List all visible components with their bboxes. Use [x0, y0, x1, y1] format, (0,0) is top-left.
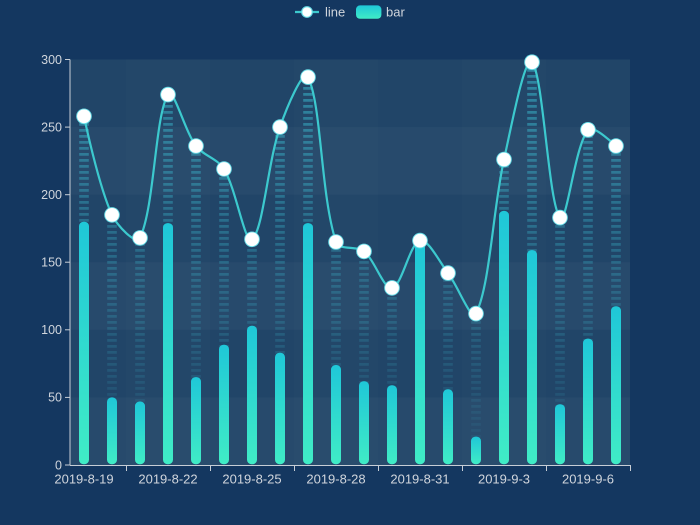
- svg-text:bar: bar: [386, 5, 405, 20]
- svg-text:2019-9-3: 2019-9-3: [478, 472, 530, 487]
- svg-text:2019-8-25: 2019-8-25: [222, 472, 281, 487]
- svg-text:150: 150: [41, 256, 62, 270]
- svg-text:2019-8-28: 2019-8-28: [306, 472, 365, 487]
- svg-text:2019-9-6: 2019-9-6: [562, 472, 614, 487]
- svg-text:2019-8-19: 2019-8-19: [54, 472, 113, 487]
- svg-text:300: 300: [41, 53, 62, 67]
- svg-text:100: 100: [41, 323, 62, 337]
- svg-text:0: 0: [55, 458, 62, 472]
- svg-text:250: 250: [41, 120, 62, 134]
- svg-text:2019-8-31: 2019-8-31: [390, 472, 449, 487]
- svg-text:50: 50: [48, 391, 62, 405]
- svg-text:line: line: [325, 5, 345, 20]
- svg-text:200: 200: [41, 188, 62, 202]
- svg-text:2019-8-22: 2019-8-22: [138, 472, 197, 487]
